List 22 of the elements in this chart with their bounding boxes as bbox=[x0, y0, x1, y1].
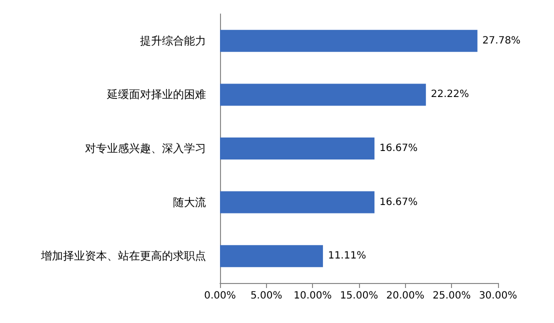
x-tick-label: 30.00% bbox=[478, 290, 518, 302]
data-label: 22.22% bbox=[430, 89, 470, 100]
data-label: 27.78% bbox=[482, 35, 521, 46]
bar bbox=[220, 245, 323, 268]
bar bbox=[220, 138, 374, 160]
y-tick-label: 随大流 bbox=[173, 196, 206, 209]
data-label: 11.11% bbox=[328, 250, 366, 262]
bar bbox=[220, 84, 426, 106]
data-label: 16.67% bbox=[379, 143, 418, 154]
y-tick-label: 对专业感兴趣、深入学习 bbox=[85, 142, 206, 155]
x-tick-label: 10.00% bbox=[294, 290, 332, 302]
x-tick-label: 20.00% bbox=[386, 290, 424, 302]
x-tick-label: 5.00% bbox=[250, 290, 282, 302]
data-label: 16.67% bbox=[379, 196, 418, 208]
y-tick-label: 延缓面对择业的困难 bbox=[106, 88, 206, 102]
y-tick-label: 提升综合能力 bbox=[140, 34, 206, 48]
x-tick-label: 15.00% bbox=[340, 290, 378, 302]
x-tick-label: 25.00% bbox=[432, 290, 471, 302]
bar bbox=[220, 30, 478, 52]
bar bbox=[220, 191, 374, 214]
x-tick-label: 0.00% bbox=[204, 290, 236, 302]
y-tick-label: 增加择业资本、站在更高的求职点 bbox=[40, 250, 206, 263]
